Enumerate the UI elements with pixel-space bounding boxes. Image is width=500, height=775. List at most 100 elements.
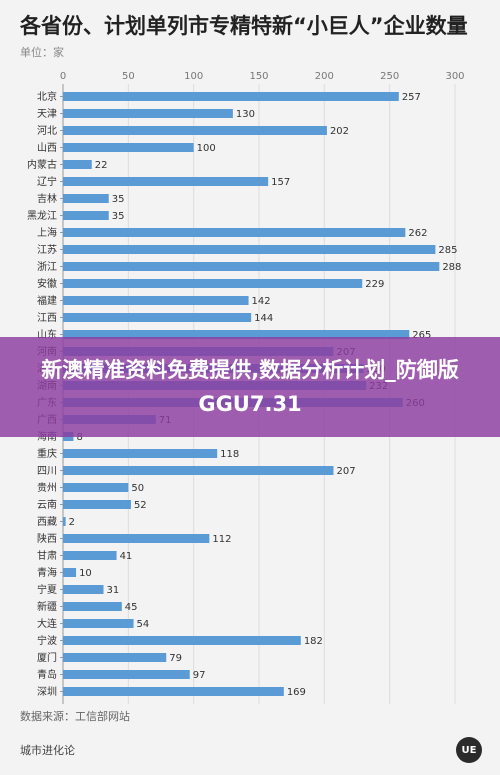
chart-title: 各省份、计划单列市专精特新“小巨人”企业数量: [20, 14, 468, 38]
bar: [63, 466, 334, 475]
category-label: 云南: [37, 498, 57, 511]
bar: [63, 126, 327, 135]
data-label: 202: [330, 126, 349, 137]
bar: [63, 279, 363, 288]
unit-label: 单位：家: [20, 46, 64, 59]
category-label: 贵州: [37, 481, 57, 494]
bar: [63, 517, 66, 526]
category-label: 内蒙古: [27, 158, 57, 171]
category-label: 青海: [37, 566, 57, 579]
bar: [63, 143, 194, 152]
data-label: 142: [252, 296, 271, 307]
data-label: 41: [120, 551, 133, 562]
bar: [63, 687, 284, 696]
category-label: 上海: [37, 226, 57, 239]
category-label: 吉林: [37, 192, 57, 205]
bar: [63, 534, 210, 543]
bar: [63, 551, 117, 560]
category-label: 厦门: [37, 651, 57, 664]
category-label: 重庆: [37, 447, 57, 460]
data-label: 257: [402, 92, 421, 103]
data-label: 22: [95, 160, 108, 171]
bar: [63, 568, 77, 577]
category-label: 青岛: [37, 668, 57, 681]
data-label: 130: [236, 109, 255, 120]
category-label: 辽宁: [37, 175, 57, 188]
data-label: 97: [193, 670, 206, 681]
category-label: 宁夏: [37, 583, 57, 596]
data-label: 285: [438, 245, 457, 256]
data-label: 100: [197, 143, 216, 154]
brand-name: 城市进化论: [20, 744, 75, 757]
bar: [63, 160, 92, 169]
category-label: 浙江: [37, 261, 57, 273]
category-label: 西藏: [37, 516, 57, 528]
x-tick-label: 200: [315, 71, 334, 82]
data-label: 2: [69, 517, 75, 528]
category-label: 四川: [37, 466, 57, 477]
bar: [63, 296, 249, 305]
data-label: 50: [131, 483, 144, 494]
bar: [63, 602, 122, 611]
data-label: 169: [287, 687, 306, 698]
category-label: 宁波: [37, 634, 57, 647]
category-label: 山西: [37, 142, 57, 154]
data-label: 45: [125, 602, 138, 613]
bar: [63, 653, 167, 662]
data-label: 31: [107, 585, 120, 596]
data-label: 112: [212, 534, 231, 545]
data-label: 52: [134, 500, 147, 511]
category-label: 北京: [37, 90, 57, 103]
x-tick-label: 50: [122, 71, 135, 82]
bar: [63, 636, 301, 645]
data-label: 35: [112, 194, 125, 205]
data-label: 54: [137, 619, 150, 630]
category-label: 甘肃: [37, 549, 57, 562]
x-tick-label: 300: [445, 71, 464, 82]
bar: [63, 483, 129, 492]
bar: [63, 330, 410, 339]
data-label: 35: [112, 211, 125, 222]
x-tick-label: 0: [60, 71, 66, 82]
category-label: 河北: [37, 125, 57, 137]
x-tick-label: 150: [249, 71, 268, 82]
data-label: 10: [79, 568, 92, 579]
data-label: 288: [442, 262, 461, 273]
x-tick-label: 250: [380, 71, 399, 82]
x-tick-label: 100: [184, 71, 203, 82]
data-label: 229: [365, 279, 384, 290]
bar: [63, 449, 218, 458]
bar: [63, 245, 436, 254]
data-label: 157: [271, 177, 290, 188]
bar: [63, 228, 406, 237]
data-label: 182: [304, 636, 323, 647]
category-label: 黑龙江: [27, 209, 57, 222]
bar: [63, 211, 109, 220]
data-label: 79: [169, 653, 182, 664]
category-label: 福建: [37, 294, 57, 307]
data-label: 265: [412, 330, 431, 341]
category-label: 天津: [37, 108, 57, 120]
bar: [63, 313, 252, 322]
brand-logo-icon: UE: [456, 737, 482, 763]
category-label: 深圳: [37, 686, 57, 698]
data-label: 207: [336, 466, 355, 477]
bar: [63, 500, 131, 509]
data-label: 262: [408, 228, 427, 239]
bar: [63, 194, 109, 203]
bar: [63, 92, 399, 101]
data-label: 8: [76, 432, 82, 443]
data-source: 数据来源：工信部网站: [20, 710, 130, 723]
category-label: 大连: [37, 617, 57, 630]
category-label: 安徽: [37, 277, 57, 290]
bar: [63, 619, 134, 628]
bar: [63, 262, 440, 271]
bar: [63, 670, 190, 679]
data-label: 118: [220, 449, 239, 460]
category-label: 江苏: [37, 243, 57, 256]
bar: [63, 109, 233, 118]
bar: [63, 177, 269, 186]
data-label: 144: [254, 313, 273, 324]
category-label: 江西: [37, 312, 57, 324]
